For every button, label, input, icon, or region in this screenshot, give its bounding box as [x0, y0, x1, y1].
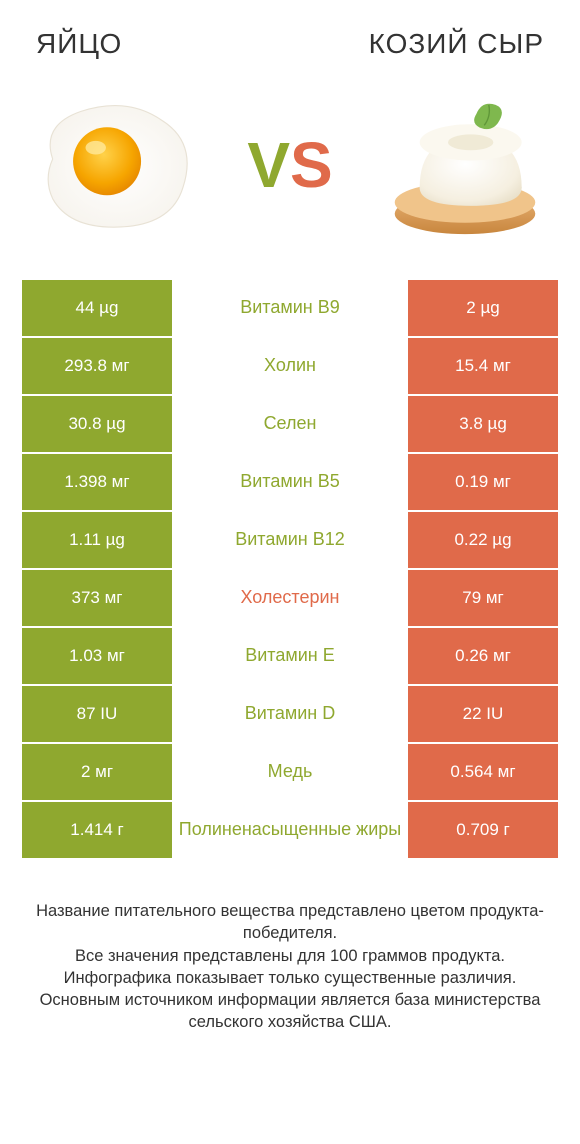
table-row: 87 IUВитамин D22 IU [22, 686, 558, 742]
nutrient-label: Полиненасыщенные жиры [172, 802, 408, 858]
value-right: 22 IU [408, 686, 558, 742]
comparison-table: 44 µgВитамин B92 µg293.8 мгХолин15.4 мг3… [0, 280, 580, 858]
table-row: 1.398 мгВитамин B50.19 мг [22, 454, 558, 510]
goat-cheese-icon [380, 80, 550, 250]
value-right: 2 µg [408, 280, 558, 336]
footer-line-3: Инфографика показывает только существенн… [28, 967, 552, 989]
infographic-root: ЯЙЦО КОЗИЙ СЫР [0, 0, 580, 1034]
table-row: 1.03 мгВитамин E0.26 мг [22, 628, 558, 684]
nutrient-label: Селен [172, 396, 408, 452]
fried-egg-icon [30, 91, 200, 238]
value-left: 87 IU [22, 686, 172, 742]
value-right: 0.26 мг [408, 628, 558, 684]
table-row: 1.11 µgВитамин B120.22 µg [22, 512, 558, 568]
hero-row: VS [0, 70, 580, 280]
value-left: 1.03 мг [22, 628, 172, 684]
value-right: 0.19 мг [408, 454, 558, 510]
value-left: 1.414 г [22, 802, 172, 858]
value-right: 0.709 г [408, 802, 558, 858]
table-row: 1.414 гПолиненасыщенные жиры0.709 г [22, 802, 558, 858]
value-left: 2 мг [22, 744, 172, 800]
nutrient-label: Холестерин [172, 570, 408, 626]
value-right: 79 мг [408, 570, 558, 626]
value-right: 3.8 µg [408, 396, 558, 452]
value-left: 30.8 µg [22, 396, 172, 452]
egg-image [30, 80, 200, 250]
value-left: 293.8 мг [22, 338, 172, 394]
nutrient-label: Медь [172, 744, 408, 800]
footer-line-4: Основным источником информации является … [28, 989, 552, 1034]
nutrient-label: Холин [172, 338, 408, 394]
vs-s: S [290, 128, 333, 202]
value-left: 1.11 µg [22, 512, 172, 568]
footer-text: Название питательного вещества представл… [0, 860, 580, 1034]
value-left: 373 мг [22, 570, 172, 626]
title-left: ЯЙЦО [36, 28, 122, 60]
nutrient-label: Витамин E [172, 628, 408, 684]
nutrient-label: Витамин D [172, 686, 408, 742]
footer-line-1: Название питательного вещества представл… [28, 900, 552, 945]
cheese-image [380, 80, 550, 250]
value-left: 44 µg [22, 280, 172, 336]
nutrient-label: Витамин B12 [172, 512, 408, 568]
footer-line-2: Все значения представлены для 100 граммо… [28, 945, 552, 967]
titles-row: ЯЙЦО КОЗИЙ СЫР [0, 0, 580, 70]
value-right: 0.564 мг [408, 744, 558, 800]
vs-label: VS [247, 128, 332, 202]
value-right: 0.22 µg [408, 512, 558, 568]
value-right: 15.4 мг [408, 338, 558, 394]
title-right: КОЗИЙ СЫР [369, 28, 544, 60]
table-row: 373 мгХолестерин79 мг [22, 570, 558, 626]
table-row: 293.8 мгХолин15.4 мг [22, 338, 558, 394]
nutrient-label: Витамин B9 [172, 280, 408, 336]
table-row: 30.8 µgСелен3.8 µg [22, 396, 558, 452]
nutrient-label: Витамин B5 [172, 454, 408, 510]
vs-v: V [247, 128, 290, 202]
table-row: 2 мгМедь0.564 мг [22, 744, 558, 800]
value-left: 1.398 мг [22, 454, 172, 510]
table-row: 44 µgВитамин B92 µg [22, 280, 558, 336]
